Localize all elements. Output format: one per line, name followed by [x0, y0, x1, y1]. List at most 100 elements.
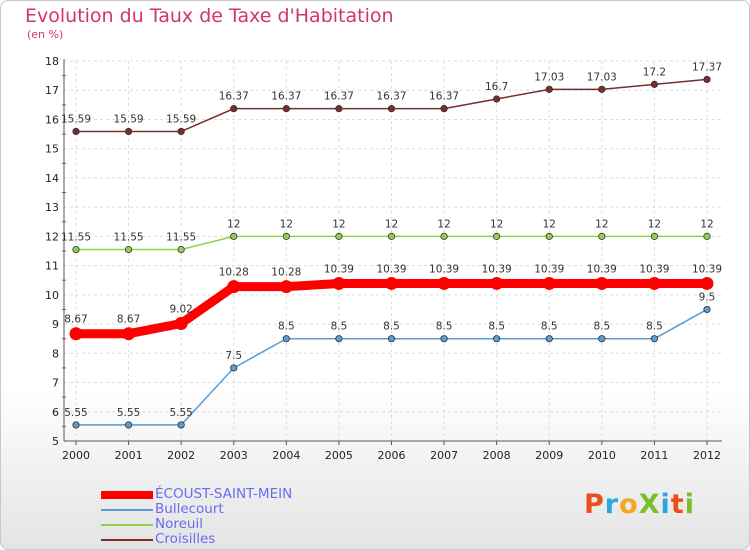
data-point [387, 232, 396, 240]
logo-letter: o [619, 489, 639, 520]
logo-letter: P [584, 489, 605, 520]
data-label: 12 [700, 218, 713, 230]
data-point [72, 127, 80, 136]
data-point [545, 335, 553, 343]
data-label: 15.59 [114, 113, 144, 125]
data-point [282, 232, 290, 240]
data-label: 17.37 [692, 61, 722, 73]
data-label: 10.39 [639, 263, 669, 275]
data-label: 17.2 [643, 66, 666, 78]
series--coust-saint-mein [69, 276, 714, 341]
data-label: 15.59 [166, 113, 196, 125]
data-label: 10.39 [376, 263, 406, 275]
data-point [230, 232, 238, 240]
data-point [387, 105, 396, 113]
data-point [700, 276, 714, 290]
data-point [124, 421, 133, 429]
data-point [440, 105, 448, 113]
data-label: 8.5 [541, 321, 558, 333]
data-point [542, 276, 556, 290]
series-noreuil [72, 232, 711, 254]
y-tick-label: 7 [52, 377, 59, 390]
y-tick-label: 15 [45, 143, 59, 156]
data-label: 10.28 [219, 267, 249, 279]
data-point [493, 232, 501, 240]
data-label: 17.03 [534, 71, 564, 83]
series-group [69, 75, 714, 429]
x-tick-label: 2003 [220, 449, 248, 462]
data-label: 8.5 [646, 321, 663, 333]
legend-swatch [101, 491, 153, 499]
data-point [440, 335, 448, 343]
data-point [72, 245, 80, 254]
data-point [650, 335, 659, 343]
logo-letter: i [660, 489, 671, 520]
data-point [647, 276, 661, 290]
data-label: 7.5 [225, 350, 242, 362]
data-point [177, 245, 185, 254]
data-point [440, 232, 448, 240]
data-point [598, 232, 606, 240]
data-label: 8.5 [488, 321, 505, 333]
legend-swatch [101, 539, 153, 541]
data-label: 12 [227, 218, 240, 230]
data-label: 16.37 [271, 91, 301, 103]
x-tick-label: 2001 [115, 449, 143, 462]
chart-title: Evolution du Taux de Taxe d'Habitation [25, 5, 394, 27]
x-tick-label: 2007 [430, 449, 458, 462]
data-label: 12 [332, 218, 345, 230]
legend-label: Bullecourt [155, 501, 224, 517]
legend-swatch [101, 509, 153, 511]
data-label: 10.39 [534, 263, 564, 275]
y-tick-label: 16 [45, 113, 59, 126]
data-point [72, 421, 80, 429]
data-point [335, 232, 343, 240]
y-tick-label: 14 [45, 172, 59, 185]
series-bullecourt [72, 305, 711, 429]
x-tick-label: 2000 [62, 449, 90, 462]
data-point [335, 105, 343, 113]
logo-letter: X [638, 489, 661, 520]
data-label: 8.5 [436, 321, 453, 333]
data-point [598, 85, 606, 93]
logo-letter: r [604, 489, 620, 520]
data-label: 10.39 [692, 263, 722, 275]
proxiti-logo: ProXiti [584, 489, 695, 520]
data-point [545, 232, 553, 240]
data-point [230, 105, 238, 113]
data-point [177, 127, 185, 136]
y-tick-label: 12 [45, 230, 59, 243]
data-label: 12 [385, 218, 398, 230]
data-point [545, 85, 553, 93]
data-label: 12 [648, 218, 661, 230]
data-point [385, 276, 398, 290]
data-label: 16.7 [485, 81, 508, 93]
data-label: 12 [437, 218, 450, 230]
x-tick-label: 2006 [378, 449, 406, 462]
x-tick-labels: 2000 2001 2002 2003 2004 2005 2006 2007 2008 2009… [62, 449, 721, 462]
data-label: 8.5 [331, 321, 348, 333]
y-tick-labels: 5 6 7 8 9 10 11 12 13 14 15 16 17 18 [45, 55, 59, 448]
x-tick-label: 2005 [325, 449, 353, 462]
data-point [332, 276, 346, 290]
data-point [493, 335, 501, 343]
data-point [650, 80, 659, 88]
data-label: 8.5 [278, 321, 295, 333]
logo-letter: t [670, 489, 685, 520]
data-point [595, 276, 609, 290]
x-tick-label: 2004 [272, 449, 300, 462]
data-point [124, 245, 133, 254]
x-tick-label: 2011 [640, 449, 668, 462]
data-point [490, 276, 504, 290]
data-labels: 5.55 5.55 5.55 7.5 8.5 8.5 8.5 8.5 8.5 8.5 8.5 8.5 9… [61, 61, 722, 419]
series-croisilles [72, 75, 711, 136]
data-label: 8.5 [383, 321, 400, 333]
y-tick-label: 11 [45, 260, 59, 273]
data-point [650, 232, 659, 240]
x-tick-label: 2012 [693, 449, 721, 462]
x-tick-label: 2009 [535, 449, 563, 462]
y-tick-label: 5 [52, 435, 59, 448]
data-point [227, 280, 241, 294]
data-label: 8.5 [593, 321, 610, 333]
